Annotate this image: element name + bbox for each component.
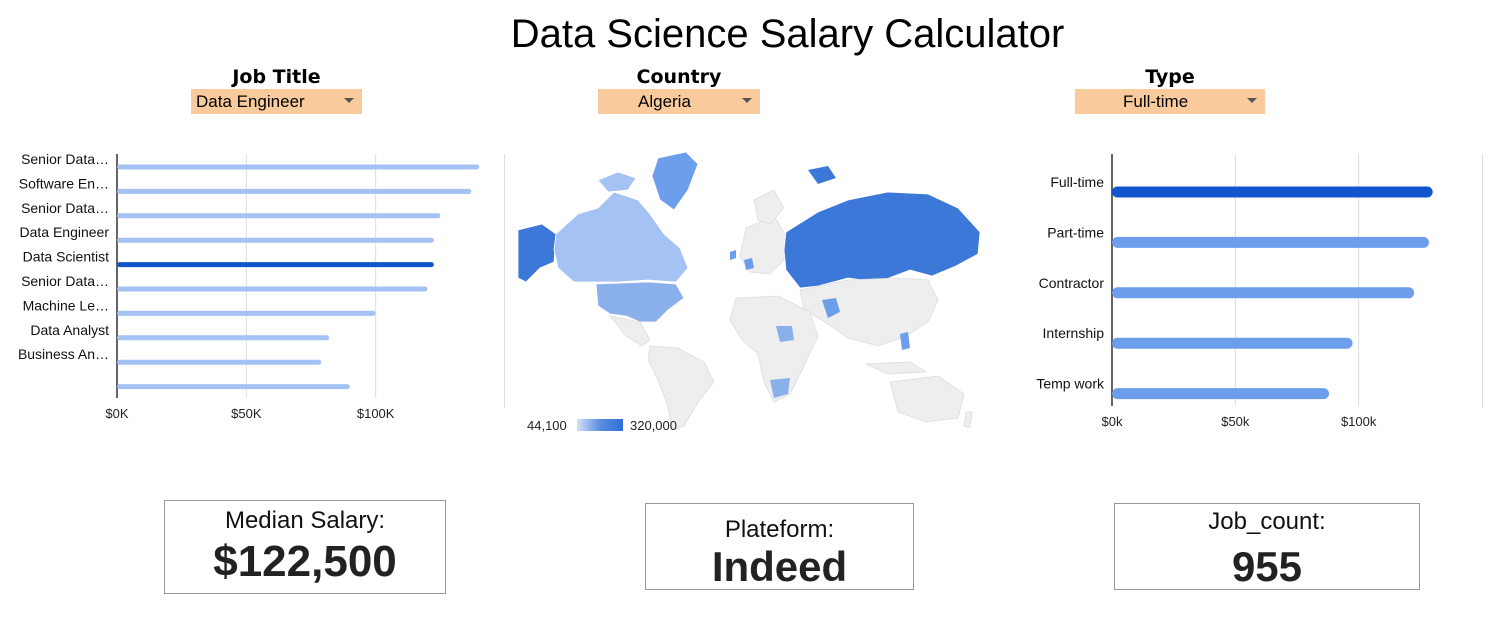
bar[interactable] xyxy=(117,310,376,316)
category-label: Business An… xyxy=(18,346,109,362)
bar[interactable] xyxy=(117,384,350,390)
type-filter-label: Type xyxy=(1145,66,1195,88)
bar[interactable] xyxy=(1112,186,1433,198)
type-salary-chart: $0k $50k $100k Full-time Part-time Contractor… xyxy=(1036,154,1433,429)
bar[interactable] xyxy=(117,237,434,243)
job-count-value: 955 xyxy=(1231,543,1303,590)
bar[interactable] xyxy=(1112,236,1429,248)
job-title-salary-chart: $0K $50K $100K Senior Data… Software En… Seni… xyxy=(18,151,480,421)
map-legend-gradient xyxy=(577,419,623,431)
map-region-africa xyxy=(729,295,819,403)
map-region-usa xyxy=(595,281,685,323)
map-region-ireland xyxy=(730,250,736,260)
chevron-down-icon xyxy=(1247,98,1257,103)
map-region-south-africa xyxy=(770,378,790,398)
bar[interactable] xyxy=(117,213,441,219)
chevron-down-icon xyxy=(344,98,354,103)
map-region-philippines xyxy=(900,332,910,350)
median-salary-card: Median Salary: $122,500 xyxy=(164,500,446,594)
map-region-new-zealand xyxy=(963,411,973,429)
x-tick-label: $0k xyxy=(1102,414,1123,429)
map-region-indonesia xyxy=(865,361,928,375)
platform-value: Indeed xyxy=(711,543,848,590)
map-region-canada xyxy=(553,191,689,283)
category-label: Senior Data… xyxy=(21,273,109,289)
map-region-pakistan xyxy=(822,298,840,318)
bar[interactable] xyxy=(117,335,330,341)
map-region-nigeria xyxy=(776,326,794,342)
chevron-down-icon xyxy=(742,98,752,103)
x-tick-label: $100k xyxy=(1341,414,1377,429)
map-region-canada-islands xyxy=(597,171,637,193)
bar[interactable] xyxy=(1112,287,1415,299)
category-label: Part-time xyxy=(1047,224,1104,240)
map-region-south-america xyxy=(647,345,715,431)
x-tick-label: $100K xyxy=(357,406,395,421)
map-region-scandinavia xyxy=(753,189,785,225)
x-tick-label: $0K xyxy=(105,406,128,421)
map-legend-max: 320,000 xyxy=(630,418,677,433)
category-label: Contractor xyxy=(1039,275,1105,291)
map-region-netherlands xyxy=(744,258,754,270)
map-region-greenland xyxy=(651,151,699,211)
category-label: Temp work xyxy=(1036,376,1105,392)
map-region-russia xyxy=(783,191,980,289)
bar[interactable] xyxy=(117,164,480,170)
job-title-filter-label: Job Title xyxy=(232,66,321,88)
x-tick-label: $50K xyxy=(231,406,262,421)
divider xyxy=(504,154,505,408)
country-filter-label: Country xyxy=(636,66,722,88)
category-label: Data Analyst xyxy=(30,322,109,338)
job-count-label: Job_count: xyxy=(1208,508,1326,535)
type-filter: Type Full-time xyxy=(1075,66,1265,114)
map-region-australia xyxy=(889,375,965,423)
country-dropdown[interactable]: Algeria xyxy=(598,89,760,114)
type-dropdown-value: Full-time xyxy=(1123,92,1189,111)
bar[interactable] xyxy=(1112,337,1353,349)
median-salary-value: $122,500 xyxy=(213,537,397,586)
country-dropdown-value: Algeria xyxy=(638,92,691,111)
bar[interactable] xyxy=(117,188,472,194)
map-region-asia xyxy=(799,277,939,347)
divider xyxy=(1482,154,1483,408)
median-salary-label: Median Salary: xyxy=(224,507,386,534)
page-title: Data Science Salary Calculator xyxy=(510,12,1065,56)
map-region-russia-islands xyxy=(808,166,836,184)
category-label: Full-time xyxy=(1050,174,1104,190)
platform-card: Plateform: Indeed xyxy=(645,503,914,590)
category-label: Senior Data… xyxy=(21,151,109,167)
category-label: Data Scientist xyxy=(23,249,109,265)
job-title-filter: Job Title Data Engineer xyxy=(191,66,362,114)
job-title-dropdown-value: Data Engineer xyxy=(196,92,305,111)
bar[interactable] xyxy=(117,262,434,268)
category-label: Machine Le… xyxy=(23,297,109,313)
country-filter: Country Algeria xyxy=(598,66,760,114)
job-title-dropdown[interactable]: Data Engineer xyxy=(191,89,362,114)
category-label: Software En… xyxy=(19,175,109,191)
bar[interactable] xyxy=(117,286,428,292)
category-label: Senior Data… xyxy=(21,200,109,216)
bar[interactable] xyxy=(1112,388,1330,400)
category-label: Internship xyxy=(1043,325,1105,341)
bar[interactable] xyxy=(117,359,322,365)
platform-label: Plateform: xyxy=(724,516,835,543)
type-dropdown[interactable]: Full-time xyxy=(1075,89,1265,114)
job-count-card: Job_count: 955 xyxy=(1114,503,1420,590)
map-legend-min: 44,100 xyxy=(527,418,567,433)
map-region-mexico xyxy=(609,315,651,347)
world-salary-map xyxy=(518,151,980,431)
x-tick-label: $50k xyxy=(1221,414,1250,429)
category-label: Data Engineer xyxy=(19,224,109,240)
map-region-alaska xyxy=(518,223,557,283)
